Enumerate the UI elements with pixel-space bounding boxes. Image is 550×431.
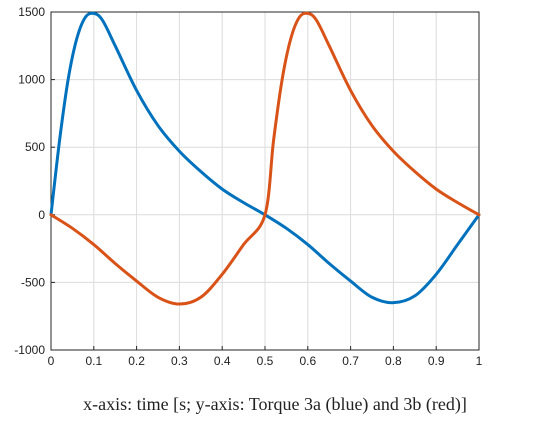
- x-tick-label: 0: [48, 354, 55, 368]
- torque-chart: 0 0.1 0.2 0.3 0.4 0.5 0.6 0.7 0.8 0.9 1 -1000 -500 0 5…: [14, 5, 482, 368]
- x-tick-label: 0.1: [85, 354, 102, 368]
- x-tick-label: 1: [476, 354, 483, 368]
- x-tick-label: 0.4: [214, 354, 231, 368]
- x-tick-label: 0.8: [385, 354, 402, 368]
- series: [49, 11, 481, 306]
- y-tick-label: 1500: [18, 5, 45, 19]
- x-tick-label: 0.3: [171, 354, 188, 368]
- x-tick-label: 0.7: [342, 354, 359, 368]
- y-tick-label: 1000: [18, 73, 45, 87]
- series-line-blue: [49, 11, 481, 305]
- series-line-red: [49, 11, 481, 306]
- axis-ticks: 0 0.1 0.2 0.3 0.4 0.5 0.6 0.7 0.8 0.9 1 -1000 -500 0 5…: [14, 5, 482, 368]
- x-tick-label: 0.5: [257, 354, 274, 368]
- y-tick-label: -1000: [14, 343, 45, 357]
- x-tick-label: 0.6: [299, 354, 316, 368]
- grid: [50, 11, 480, 351]
- figure-caption: x-axis: time [s; y-axis: Torque 3a (blue…: [83, 394, 467, 414]
- y-tick-label: -500: [21, 275, 45, 289]
- y-tick-label: 0: [38, 208, 45, 222]
- x-tick-label: 0.2: [128, 354, 145, 368]
- x-tick-label: 0.9: [428, 354, 445, 368]
- y-tick-label: 500: [25, 140, 45, 154]
